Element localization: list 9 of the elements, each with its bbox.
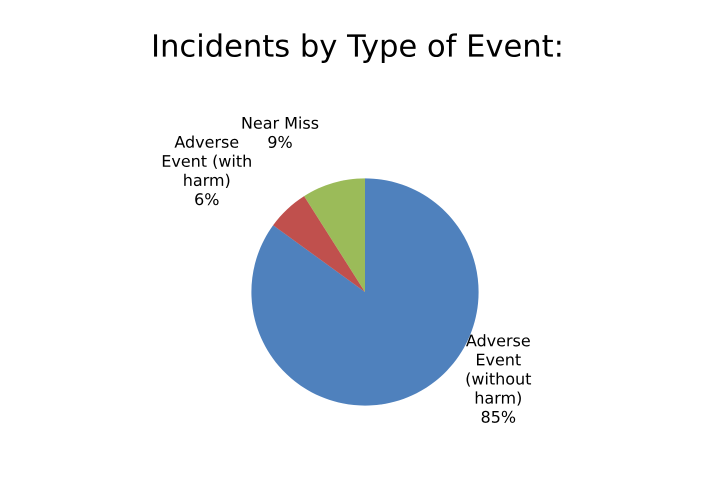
data-label: 85% — [482, 410, 516, 423]
data-label: 9% — [268, 136, 292, 148]
pie-slice — [304, 178, 365, 292]
slice-label: Near Miss — [242, 116, 318, 129]
slice-label: Adverse Event (with harm) — [162, 136, 251, 188]
chart-title: Incidents by Type of Event: — [154, 33, 560, 63]
data-label: 6% — [195, 193, 219, 206]
pie-slice — [273, 196, 365, 292]
slice-label: Adverse Event (without harm) — [466, 334, 532, 406]
